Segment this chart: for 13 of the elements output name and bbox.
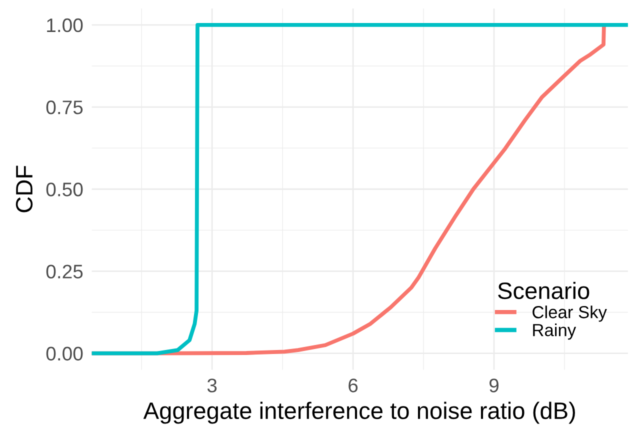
legend-title: Scenario <box>498 282 590 300</box>
legend-label: Clear Sky <box>532 306 607 322</box>
x-tick-label: 3 <box>207 378 217 392</box>
y-tick-label: 0.25 <box>46 264 83 278</box>
y-tick-label: 0.00 <box>46 346 83 361</box>
legend-label: Rainy <box>533 323 576 340</box>
y-axis-title: CDF <box>16 166 33 212</box>
y-tick-label: 0.50 <box>46 182 83 196</box>
y-tick-label: 1.00 <box>47 18 83 32</box>
x-tick-label: 9 <box>490 378 498 392</box>
y-tick-label: 0.75 <box>46 100 83 114</box>
x-axis-title: Aggregate interference to noise ratio (dB) <box>143 402 575 424</box>
x-tick-label: 6 <box>348 378 358 392</box>
